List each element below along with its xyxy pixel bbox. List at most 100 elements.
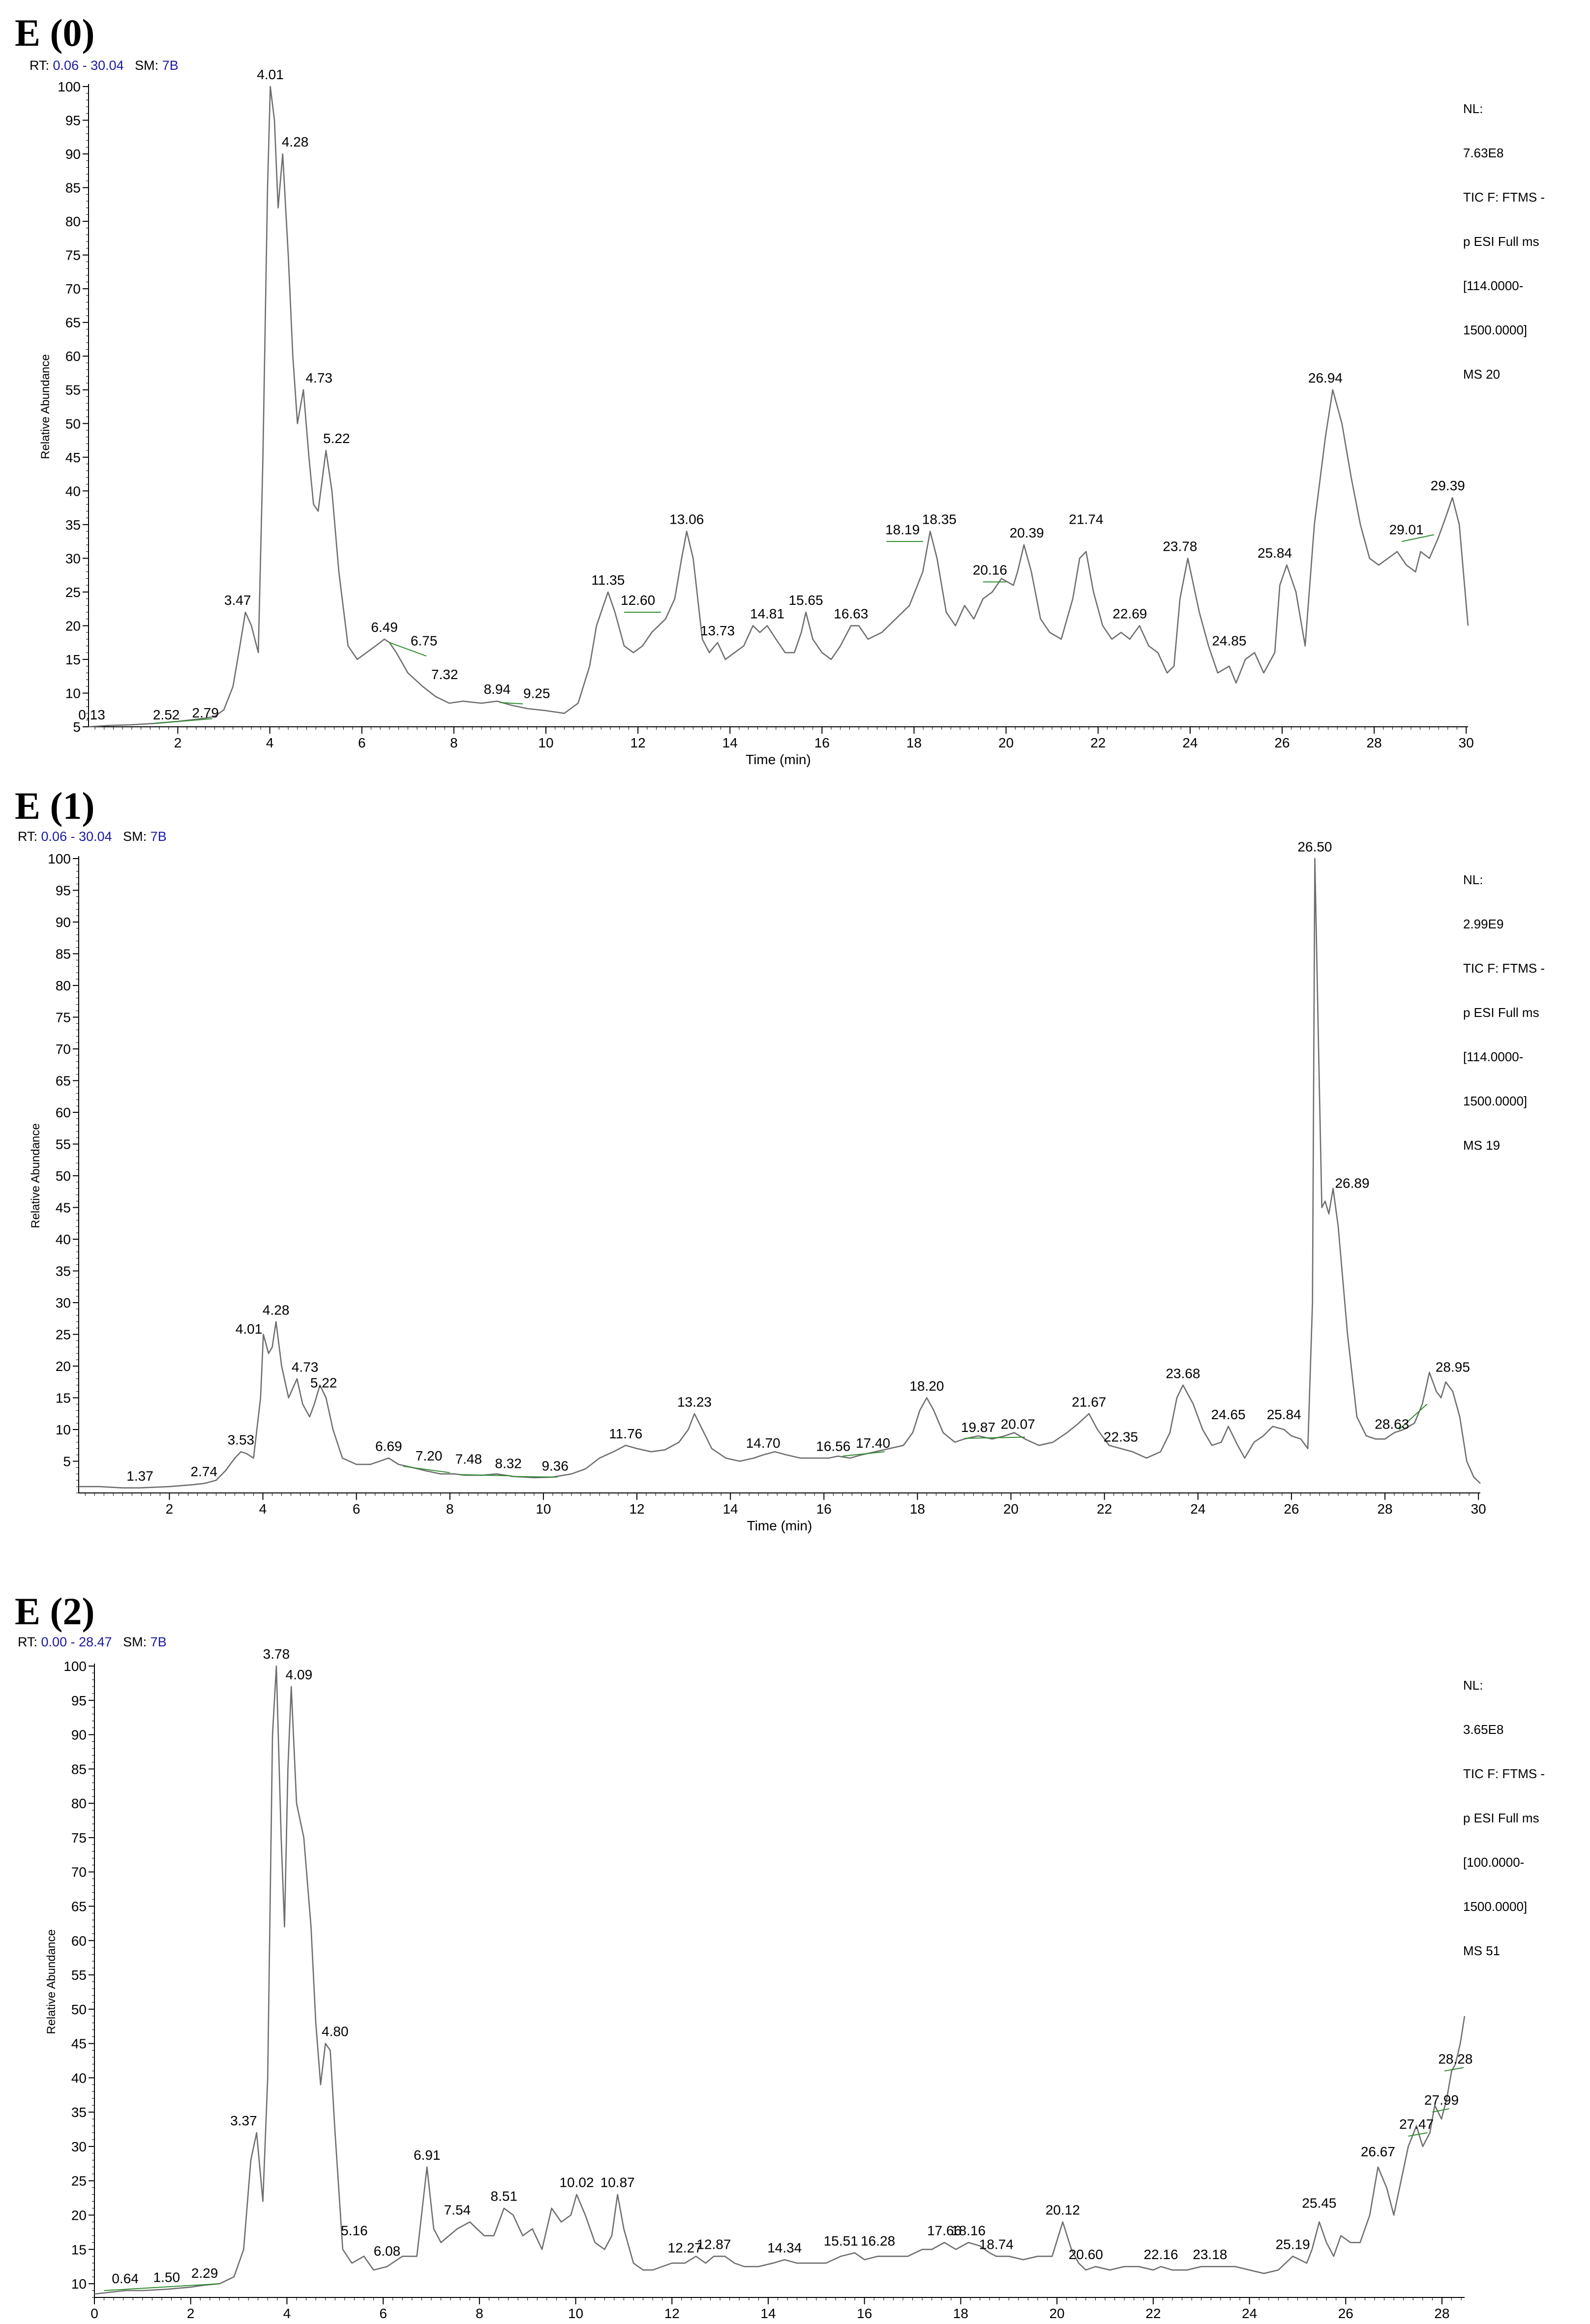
peak-label: 1.50 (153, 2269, 180, 2285)
chromatogram-plot: 2 4 6 8 10 12 14 16 18 20 22 24 26 28 3051015202530354… (29, 839, 1486, 1533)
tic-trace-line (79, 858, 1481, 1489)
y-tick-label: 95 (65, 113, 81, 128)
x-tick-label: 10 (536, 1501, 551, 1517)
peak-label: 8.94 (484, 682, 511, 697)
info-line: 1500.0000] (1463, 1094, 1528, 1108)
peak-label: 15.65 (789, 593, 823, 608)
y-tick-label: 25 (56, 1327, 71, 1342)
x-tick-label: 4 (266, 735, 274, 750)
y-tick-label: 35 (56, 1264, 71, 1279)
rt-range: 0.06 - 30.04 (41, 829, 112, 844)
y-tick-label: 30 (65, 551, 81, 566)
peak-label: 25.45 (1302, 2196, 1336, 2211)
info-line: MS 19 (1463, 1138, 1500, 1153)
sm-prefix: SM: (135, 58, 159, 73)
peak-label: 28.28 (1438, 2051, 1472, 2066)
info-line: MS 51 (1463, 1943, 1500, 1958)
peak-label: 27.99 (1424, 2092, 1459, 2108)
peak-label: 22.35 (1104, 1429, 1138, 1444)
peak-label: 8.32 (495, 1456, 522, 1471)
x-tick-label: 18 (906, 735, 922, 750)
y-tick-label: 50 (65, 416, 81, 431)
peak-label: 15.51 (824, 2233, 858, 2248)
sm-prefix: SM: (123, 1635, 147, 1649)
y-tick-label: 10 (71, 2276, 87, 2292)
peak-baseline (1432, 2108, 1449, 2113)
peak-label: 3.37 (230, 2113, 257, 2128)
peak-label: 9.25 (523, 685, 550, 701)
x-axis-label: Time (min) (746, 752, 811, 767)
peak-label: 4.73 (292, 1359, 319, 1374)
panel-title: E (2) (15, 1590, 95, 1633)
y-tick-label: 90 (65, 147, 81, 162)
scan-info: NL: 2.99E9 TIC F: FTMS - p ESI Full ms [… (1463, 843, 1545, 1182)
x-tick-label: 26 (1338, 2306, 1353, 2321)
x-tick-label: 2 (174, 735, 182, 750)
y-tick-label: 85 (71, 1761, 87, 1777)
y-tick-label: 85 (56, 947, 71, 962)
x-tick-label: 8 (476, 2306, 483, 2321)
peak-label: 11.76 (609, 1426, 642, 1441)
y-tick-label: 15 (71, 2242, 87, 2257)
peak-label: 29.01 (1389, 522, 1424, 537)
x-tick-label: 4 (259, 1501, 267, 1517)
y-tick-label: 10 (65, 685, 81, 701)
sm-value: 7B (150, 1635, 167, 1649)
y-tick-label: 35 (71, 2105, 87, 2120)
peak-label: 18.16 (951, 2223, 986, 2238)
y-tick-label: 60 (65, 349, 81, 364)
peak-baseline (389, 642, 427, 657)
peak-label: 17.66 (927, 2223, 961, 2238)
x-tick-label: 12 (664, 2306, 680, 2321)
peak-annotations: 1.37 2.74 3.53 4.014.28 4.735.22 6.69 7.20 7.48… (126, 839, 1470, 1484)
peak-baseline (104, 2283, 220, 2292)
y-tick-label: 20 (65, 618, 81, 633)
y-tick-label: 55 (56, 1137, 71, 1152)
peak-label: 28.95 (1436, 1359, 1470, 1374)
axes: 2 4 6 8 10 12 14 16 18 20 22 24 26 28 3051015202530354… (29, 851, 1486, 1533)
y-tick-label: 60 (71, 1933, 87, 1948)
x-tick-label: 24 (1242, 2306, 1257, 2321)
y-tick-label: 75 (65, 248, 81, 263)
y-tick-label: 100 (48, 851, 71, 866)
x-tick-label: 24 (1190, 1501, 1205, 1517)
x-tick-label: 18 (953, 2306, 968, 2321)
x-tick-label: 30 (1471, 1501, 1486, 1517)
x-tick-label: 10 (568, 2306, 583, 2321)
chromatogram-plot: 0 2 4 6 8 10 12 14 16 18 20 22 24 26 28101520253035404… (45, 1646, 1472, 2324)
peak-baseline (1408, 2132, 1428, 2137)
y-tick-label: 5 (73, 719, 81, 735)
y-tick-label: 40 (71, 2070, 87, 2086)
info-line: p ESI Full ms (1463, 1005, 1539, 1020)
y-axis-label: Relative Abundance (29, 1123, 42, 1228)
x-tick-label: 16 (814, 735, 830, 750)
y-tick-label: 95 (56, 883, 71, 898)
peak-label: 27.47 (1399, 2116, 1434, 2132)
peak-label: 2.79 (192, 705, 219, 720)
info-line: MS 20 (1463, 367, 1500, 382)
peak-label: 20.16 (973, 562, 1007, 577)
peak-label: 1.37 (126, 1468, 153, 1484)
peak-baseline (459, 1474, 511, 1477)
y-tick-label: 85 (65, 180, 81, 196)
y-tick-label: 100 (58, 79, 81, 94)
x-tick-label: 26 (1284, 1501, 1299, 1517)
peak-label: 12.87 (696, 2236, 731, 2252)
peak-label: 14.81 (750, 606, 784, 622)
info-line: TIC F: FTMS - (1463, 190, 1545, 205)
y-tick-label: 65 (65, 315, 81, 330)
peak-label: 3.47 (224, 593, 251, 608)
y-tick-label: 70 (71, 1865, 87, 1880)
peak-label: 4.73 (305, 370, 332, 386)
y-tick-label: 5 (63, 1454, 71, 1469)
scan-info: NL: 7.63E8 TIC F: FTMS - p ESI Full ms [… (1463, 72, 1545, 411)
rt-range-line: RT: 0.00 - 28.47 SM: 7B (18, 1635, 167, 1650)
x-tick-label: 22 (1145, 2306, 1161, 2321)
y-tick-label: 10 (56, 1422, 71, 1437)
peak-label: 13.73 (700, 623, 735, 638)
y-tick-label: 15 (65, 652, 81, 667)
y-tick-label: 50 (56, 1168, 71, 1184)
y-tick-label: 30 (56, 1295, 71, 1311)
y-tick-label: 80 (71, 1796, 87, 1811)
x-tick-label: 8 (446, 1501, 454, 1517)
